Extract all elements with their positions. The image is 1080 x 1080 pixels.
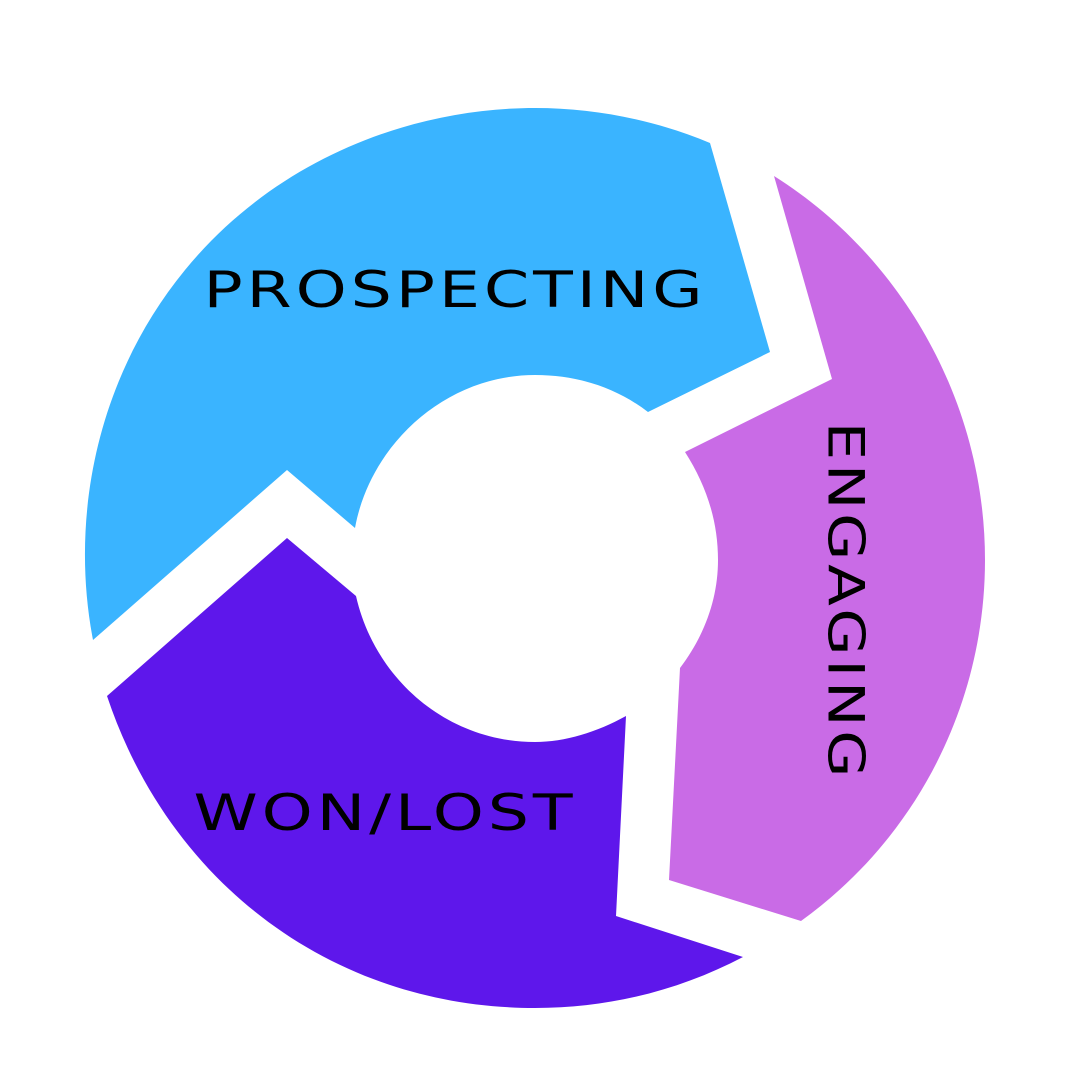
stage-label-engaging: ENGAGING [816, 422, 874, 782]
segment-engaging [669, 176, 985, 921]
segment-prospecting [84, 108, 771, 640]
segment-won-lost [107, 538, 743, 1008]
stage-label-won-lost: WON/LOST [193, 783, 576, 842]
stage-label-prospecting: PROSPECTING [203, 260, 706, 319]
